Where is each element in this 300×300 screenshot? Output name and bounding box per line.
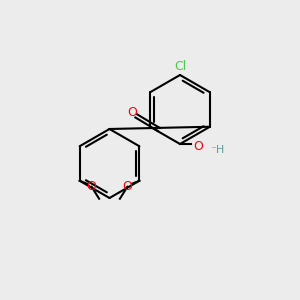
Text: Cl: Cl: [174, 59, 186, 73]
Text: O: O: [127, 106, 137, 119]
Text: O: O: [87, 180, 97, 193]
Text: ⁻H: ⁻H: [210, 145, 224, 155]
Text: O: O: [193, 140, 203, 154]
Text: O: O: [122, 180, 132, 193]
